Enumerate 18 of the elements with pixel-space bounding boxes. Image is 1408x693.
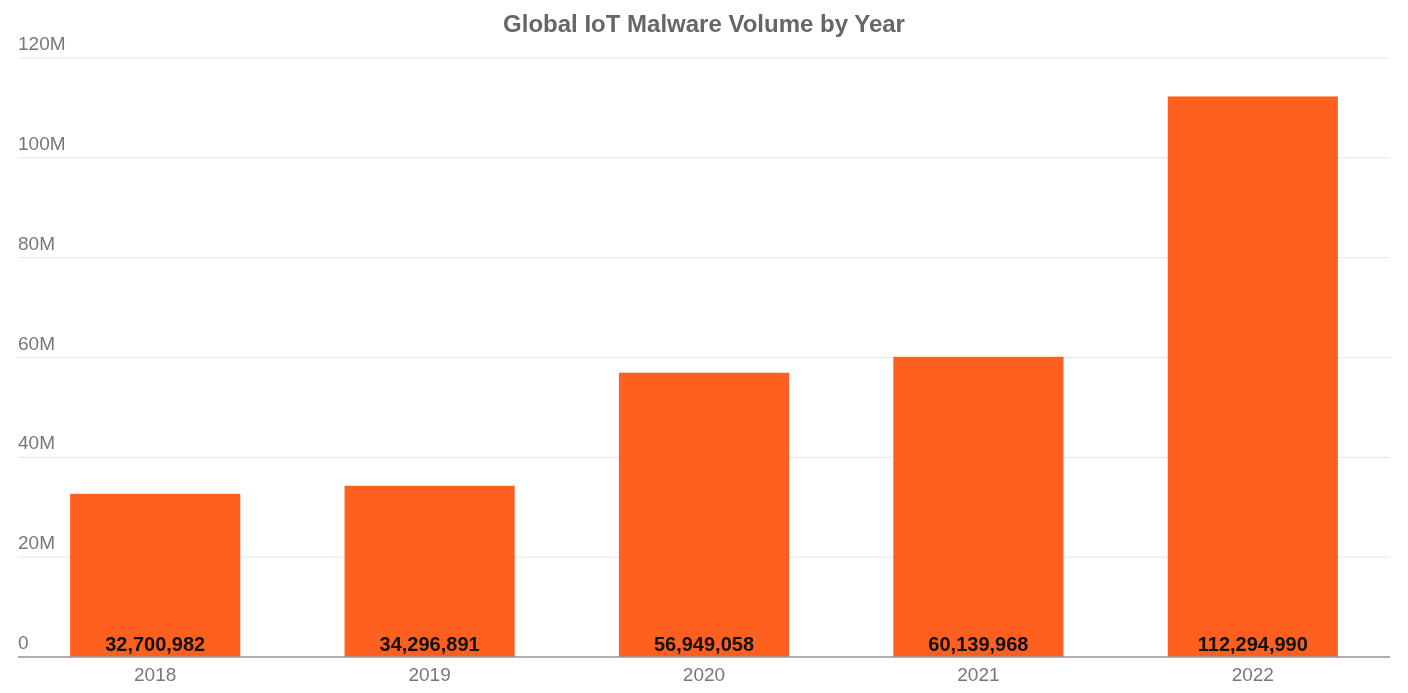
chart-title: Global IoT Malware Volume by Year — [503, 10, 905, 37]
data-label: 56,949,058 — [653, 633, 755, 655]
y-tick-label: 60M — [18, 332, 55, 354]
x-tick-label: 2021 — [957, 664, 1000, 685]
y-tick-label: 80M — [18, 232, 55, 254]
data-label: 32,700,982 — [105, 633, 206, 655]
x-tick-label: 2019 — [408, 664, 451, 685]
data-label: 60,139,968 — [928, 633, 1029, 655]
x-tick-label: 2022 — [1231, 664, 1274, 685]
x-tick-label: 2020 — [682, 664, 726, 685]
x-tick-label: 2018 — [134, 664, 177, 685]
y-tick-label: 0 — [18, 632, 29, 653]
y-tick-label: 20M — [18, 532, 55, 554]
y-tick-label: 120M — [18, 33, 66, 54]
y-tick-label: 100M — [18, 132, 66, 154]
y-tick-label: 40M — [18, 432, 55, 454]
data-label: 34,296,891 — [379, 633, 480, 655]
data-label: 112,294,990 — [1197, 633, 1308, 655]
